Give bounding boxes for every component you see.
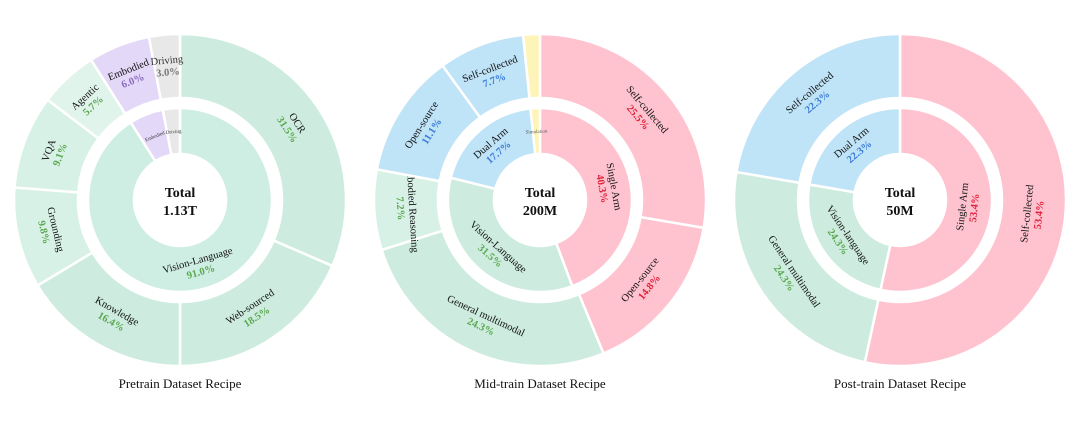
outer-ring-value-label: 7.2% xyxy=(394,196,406,220)
midtrain-caption: Mid-train Dataset Recipe xyxy=(474,376,606,391)
center-total-value: 1.13T xyxy=(163,204,198,219)
inner-ring-label: Driving xyxy=(166,130,182,136)
inner-ring-segment-dual-arm xyxy=(449,107,537,191)
inner-ring-value-label: 53.4% xyxy=(968,193,982,223)
outer-ring-segment-self-collected xyxy=(538,32,708,230)
outer-ring-label: Embodied Reasoning xyxy=(404,162,420,253)
center-total-value: 200M xyxy=(523,204,557,219)
inner-ring-segment-vision-language xyxy=(86,106,274,294)
center-hole xyxy=(495,155,585,245)
center-title: Total xyxy=(165,186,196,201)
inner-ring-label: Simulation xyxy=(525,130,548,136)
inner-ring-label-group: Driving xyxy=(166,130,182,136)
inner-ring-segment-single-arm xyxy=(538,106,634,288)
posttrain-panel: Self-collected 53.4% General multimodal 24.… xyxy=(720,0,1080,424)
pretrain-caption: Pretrain Dataset Recipe xyxy=(118,376,242,391)
outer-ring-value-label: 9.8% xyxy=(35,220,51,246)
inner-ring-segment-single-arm xyxy=(879,106,994,294)
inner-ring-value-label: 40.3% xyxy=(594,174,610,204)
pretrain-panel: OCR 31.5% Web-sourced 18.5% Knowledge 16.4% Gr… xyxy=(0,0,360,424)
outer-ring-label: Driving xyxy=(150,54,184,68)
center-title: Total xyxy=(885,186,916,201)
center-hole xyxy=(855,155,945,245)
outer-ring-segment-self-collected xyxy=(863,32,1068,368)
outer-ring-segment-ocr xyxy=(178,32,348,268)
outer-ring-value-label: 3.0% xyxy=(156,66,181,79)
center-title: Total xyxy=(525,186,556,201)
inner-ring-segment-vision-language xyxy=(446,176,574,294)
pretrain-sunburst-chart: OCR31.5%Web-sourced18.5%Knowledge16.4%Gr… xyxy=(12,32,348,368)
outer-ring-value-label: 53.4% xyxy=(1033,200,1047,230)
center-total-value: 50M xyxy=(886,204,913,219)
outer-ring-segment-general-multimodal xyxy=(380,229,606,368)
midtrain-panel: Self-collected 25.5% Open-source 14.8% Gener… xyxy=(360,0,720,424)
outer-ring-segment-general-multimodal xyxy=(732,170,880,364)
inner-ring-segment-driving xyxy=(161,106,182,157)
inner-ring-segment-simulation xyxy=(529,106,542,156)
posttrain-caption: Post-train Dataset Recipe xyxy=(833,376,967,391)
inner-ring-label-group: Simulation xyxy=(525,130,548,136)
outer-ring-segment-self-collected xyxy=(734,32,902,185)
inner-ring-segment-dual-arm xyxy=(807,106,902,194)
center-hole xyxy=(135,155,225,245)
outer-ring-segment-segment xyxy=(521,32,542,100)
inner-ring-label: Single Arm xyxy=(955,182,971,231)
inner-ring-segment-vision-language xyxy=(806,183,892,292)
outer-ring-segment-driving xyxy=(147,32,182,102)
midtrain-sunburst-chart: Self-collected25.5%Open-source14.8%Gener… xyxy=(372,32,708,368)
